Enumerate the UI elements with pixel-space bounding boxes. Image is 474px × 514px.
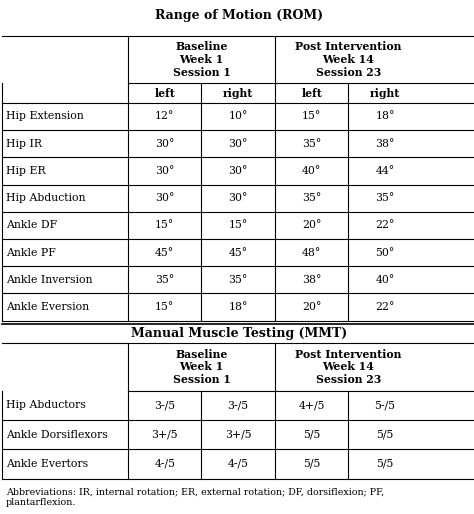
Text: 20°: 20°: [302, 221, 321, 230]
Text: 3-/5: 3-/5: [228, 400, 249, 410]
Text: 20°: 20°: [302, 302, 321, 312]
Text: 40°: 40°: [302, 166, 321, 176]
Text: Ankle Evertors: Ankle Evertors: [6, 459, 88, 469]
Text: 10°: 10°: [228, 112, 248, 121]
Text: 48°: 48°: [302, 248, 321, 258]
Text: left: left: [301, 87, 322, 99]
Text: 30°: 30°: [228, 193, 248, 203]
Text: 30°: 30°: [228, 139, 248, 149]
Text: Hip IR: Hip IR: [6, 139, 42, 149]
Text: Ankle PF: Ankle PF: [6, 248, 56, 258]
Text: 38°: 38°: [375, 139, 395, 149]
Text: Baseline
Week 1
Session 1: Baseline Week 1 Session 1: [173, 348, 230, 386]
Text: Ankle Inversion: Ankle Inversion: [6, 275, 92, 285]
Text: 35°: 35°: [302, 193, 321, 203]
Text: 30°: 30°: [155, 166, 174, 176]
Text: Hip Extension: Hip Extension: [6, 112, 84, 121]
Text: 45°: 45°: [228, 248, 248, 258]
Text: 30°: 30°: [155, 139, 174, 149]
Text: 4+/5: 4+/5: [299, 400, 325, 410]
Text: 44°: 44°: [375, 166, 395, 176]
Text: Post Intervention
Week 14
Session 23: Post Intervention Week 14 Session 23: [295, 41, 401, 78]
Text: 5/5: 5/5: [376, 459, 394, 469]
Text: Abbreviations: IR, internal rotation; ER, external rotation; DF, dorsiflexion; P: Abbreviations: IR, internal rotation; ER…: [6, 488, 384, 507]
Text: 4-/5: 4-/5: [154, 459, 175, 469]
Text: 18°: 18°: [228, 302, 248, 312]
Text: 5/5: 5/5: [303, 430, 320, 439]
Text: 35°: 35°: [228, 275, 248, 285]
Text: Hip Abduction: Hip Abduction: [6, 193, 86, 203]
Text: 35°: 35°: [302, 139, 321, 149]
Text: Ankle Dorsiflexors: Ankle Dorsiflexors: [6, 430, 108, 439]
Text: Post Intervention
Week 14
Session 23: Post Intervention Week 14 Session 23: [295, 348, 401, 386]
Text: Ankle Eversion: Ankle Eversion: [6, 302, 89, 312]
Text: 30°: 30°: [228, 166, 248, 176]
Text: Hip ER: Hip ER: [6, 166, 46, 176]
Text: 50°: 50°: [375, 248, 395, 258]
Text: Baseline
Week 1
Session 1: Baseline Week 1 Session 1: [173, 41, 230, 78]
Text: Hip Abductors: Hip Abductors: [6, 400, 86, 410]
Text: 3+/5: 3+/5: [151, 430, 178, 439]
Text: 40°: 40°: [375, 275, 395, 285]
Text: 18°: 18°: [375, 112, 395, 121]
Text: 4-/5: 4-/5: [228, 459, 249, 469]
Text: 3-/5: 3-/5: [154, 400, 175, 410]
Text: 12°: 12°: [155, 112, 174, 121]
Text: 22°: 22°: [375, 221, 395, 230]
Text: 45°: 45°: [155, 248, 174, 258]
Text: 15°: 15°: [155, 302, 174, 312]
Text: 22°: 22°: [375, 302, 395, 312]
Text: 38°: 38°: [302, 275, 321, 285]
Text: right: right: [223, 87, 254, 99]
Text: 35°: 35°: [155, 275, 174, 285]
Text: 5/5: 5/5: [303, 459, 320, 469]
Text: 5/5: 5/5: [376, 430, 394, 439]
Text: right: right: [370, 87, 401, 99]
Text: 15°: 15°: [302, 112, 321, 121]
Text: left: left: [154, 87, 175, 99]
Text: 15°: 15°: [228, 221, 248, 230]
Text: 30°: 30°: [155, 193, 174, 203]
Text: 5-/5: 5-/5: [374, 400, 396, 410]
Text: Manual Muscle Testing (MMT): Manual Muscle Testing (MMT): [131, 327, 347, 340]
Text: 15°: 15°: [155, 221, 174, 230]
Text: 35°: 35°: [375, 193, 395, 203]
Text: Range of Motion (ROM): Range of Motion (ROM): [155, 9, 323, 22]
Text: 3+/5: 3+/5: [225, 430, 252, 439]
Text: Ankle DF: Ankle DF: [6, 221, 57, 230]
